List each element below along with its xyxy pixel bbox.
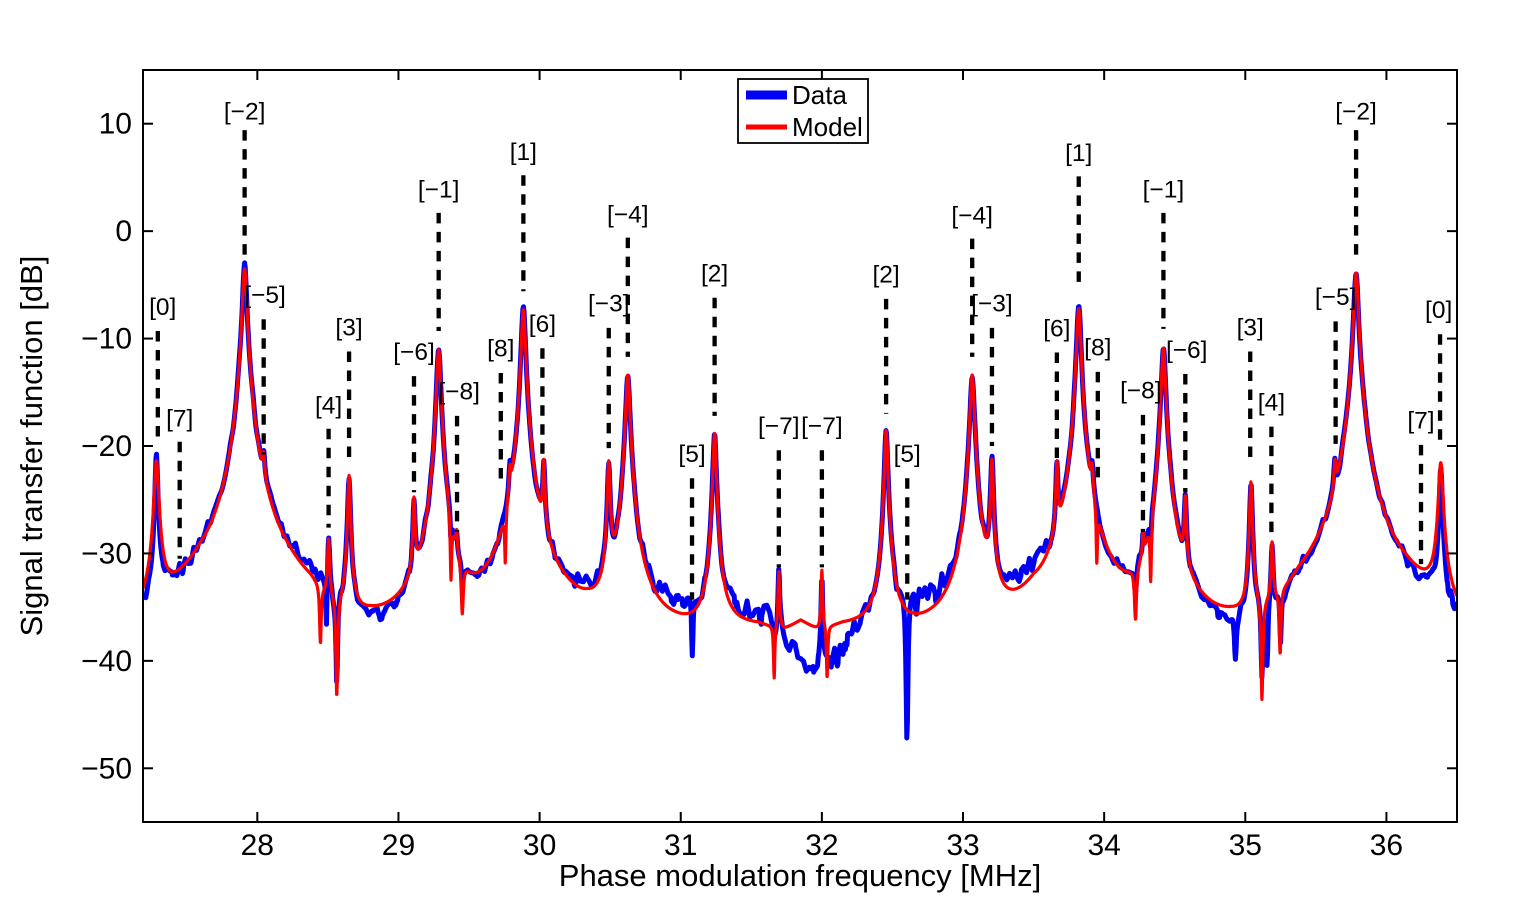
x-tick-label: 29 bbox=[382, 829, 415, 862]
y-tick-label: 0 bbox=[115, 215, 132, 248]
curves-layer bbox=[143, 260, 1457, 741]
mode-annotation-label: [8] bbox=[1084, 335, 1111, 362]
legend-data-label: Data bbox=[792, 80, 847, 110]
mode-annotation-label: [5] bbox=[894, 441, 921, 468]
x-tick-label: 35 bbox=[1229, 829, 1262, 862]
x-tick-label: 36 bbox=[1370, 829, 1403, 862]
legend: Data Model bbox=[737, 78, 869, 144]
mode-annotation-label: [−2] bbox=[224, 98, 266, 125]
y-tick-label: −50 bbox=[81, 752, 132, 785]
x-tick-label: 31 bbox=[664, 829, 697, 862]
data-series-line bbox=[143, 260, 1457, 741]
axes: 28 29 30 31 32 33 34 35 36 10 0 −10 −20 −30 −40 −50 bbox=[81, 70, 1457, 862]
mode-annotation-label: [−7] bbox=[758, 413, 800, 440]
x-tick-label: 34 bbox=[1087, 829, 1120, 862]
mode-annotation-label: [−1] bbox=[418, 177, 460, 204]
mode-annotation-label: [7] bbox=[1407, 408, 1434, 435]
mode-annotation-label: [0] bbox=[1425, 297, 1452, 324]
mode-annotation-label: [−7] bbox=[801, 413, 843, 440]
mode-annotation-label: [7] bbox=[166, 406, 193, 433]
x-tick-label: 33 bbox=[946, 829, 979, 862]
mode-annotation-label: [4] bbox=[1258, 389, 1285, 416]
plot-border bbox=[142, 69, 1458, 823]
mode-annotation-label: [−8] bbox=[1120, 378, 1162, 405]
mode-annotation-label: [−5] bbox=[244, 282, 286, 309]
mode-annotation-label: [8] bbox=[487, 336, 514, 363]
mode-annotation-label: [1] bbox=[1065, 140, 1092, 167]
mode-annotation-label: [6] bbox=[529, 311, 556, 338]
mode-annotation-label: [−3] bbox=[971, 291, 1013, 318]
mode-annotation-label: [−2] bbox=[1335, 98, 1377, 125]
mode-annotation-label: [1] bbox=[510, 139, 537, 166]
y-tick-label: −20 bbox=[81, 430, 132, 463]
y-tick-label: −10 bbox=[81, 323, 132, 356]
mode-annotation-label: [2] bbox=[872, 262, 899, 289]
x-tick-label: 28 bbox=[241, 829, 274, 862]
mode-annotations: [0] [7] [−2] [−5] [4] [3] [−6] [−1] [−8] [8] [1] [6… bbox=[149, 98, 1452, 600]
mode-annotation-label: [0] bbox=[149, 294, 176, 321]
mode-annotation-label: [−6] bbox=[393, 339, 435, 366]
mode-annotation-label: [5] bbox=[678, 441, 705, 468]
mode-annotation-label: [−4] bbox=[951, 203, 993, 230]
mode-annotation-label: [−5] bbox=[1315, 284, 1357, 311]
x-tick-label: 30 bbox=[523, 829, 556, 862]
legend-model-label: Model bbox=[792, 112, 863, 142]
y-axis-label: Signal transfer function [dB] bbox=[14, 256, 49, 637]
x-tick-label: 32 bbox=[805, 829, 838, 862]
y-tick-label: −40 bbox=[81, 645, 132, 678]
y-tick-label: −30 bbox=[81, 537, 132, 570]
mode-annotation-label: [3] bbox=[1237, 314, 1264, 341]
mode-annotation-label: [−1] bbox=[1143, 177, 1185, 204]
mode-annotation-label: [−8] bbox=[438, 379, 480, 406]
x-axis-label: Phase modulation frequency [MHz] bbox=[559, 858, 1041, 893]
mode-annotation-label: [−3] bbox=[588, 291, 630, 318]
model-series-line bbox=[143, 267, 1457, 701]
mode-annotation-label: [−4] bbox=[607, 201, 649, 228]
mode-annotation-label: [2] bbox=[701, 261, 728, 288]
mode-annotation-label: [4] bbox=[315, 393, 342, 420]
y-tick-label: 10 bbox=[99, 108, 132, 141]
mode-annotation-label: [−6] bbox=[1166, 337, 1208, 364]
mode-annotation-label: [3] bbox=[335, 314, 362, 341]
mode-annotation-label: [6] bbox=[1043, 315, 1070, 342]
legend-box bbox=[737, 78, 869, 144]
